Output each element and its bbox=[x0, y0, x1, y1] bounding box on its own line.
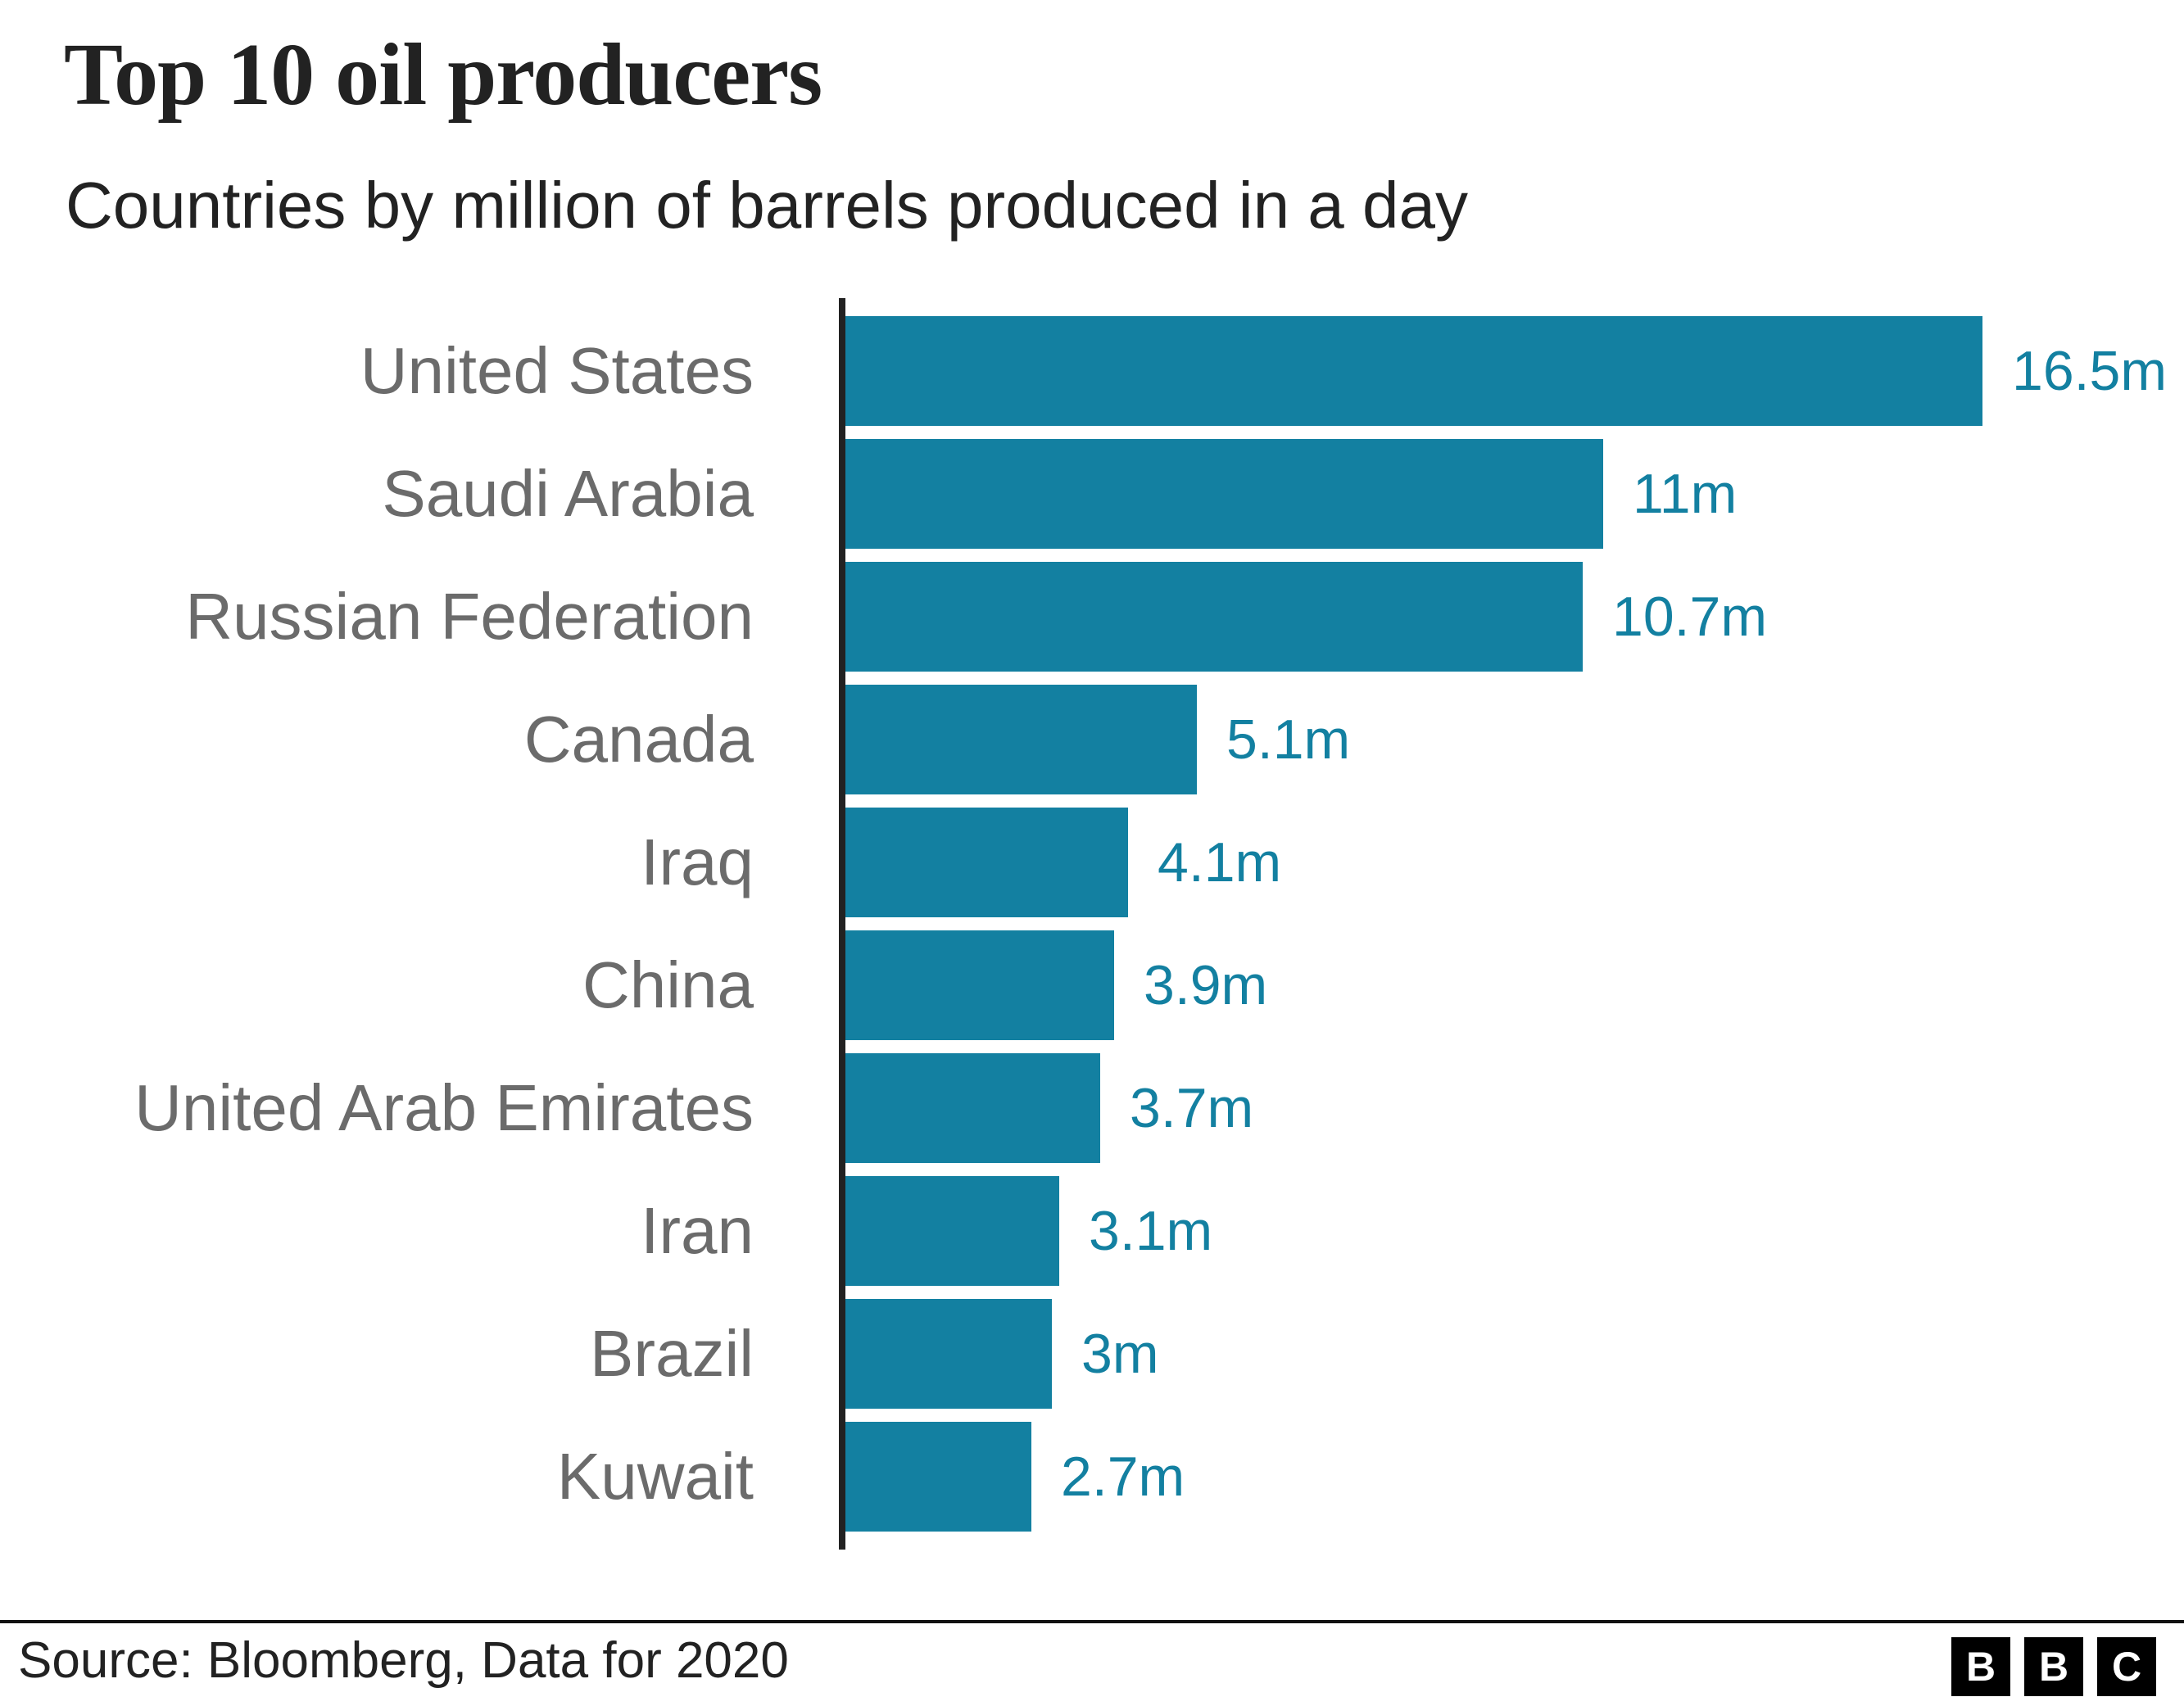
country-label: China bbox=[582, 948, 754, 1021]
country-label: Saudi Arabia bbox=[382, 457, 754, 530]
country-label: Kuwait bbox=[556, 1440, 754, 1513]
country-label: United Arab Emirates bbox=[134, 1071, 754, 1144]
chart-row: Canada 5.1m bbox=[0, 678, 2184, 801]
country-label: Canada bbox=[523, 703, 754, 776]
bar-area: 3.9m bbox=[845, 930, 2184, 1040]
value-label: 3m bbox=[1081, 1323, 1159, 1385]
bar-area: 3.1m bbox=[845, 1176, 2184, 1286]
source-text: Source: Bloomberg, Data for 2020 bbox=[18, 1632, 789, 1689]
chart-row: United Arab Emirates 3.7m bbox=[0, 1047, 2184, 1170]
value-label: 2.7m bbox=[1061, 1446, 1185, 1508]
value-label: 3.1m bbox=[1089, 1200, 1213, 1262]
value-label: 10.7m bbox=[1612, 586, 1767, 648]
bar bbox=[845, 930, 1114, 1040]
bar-chart: United States 16.5m Saudi Arabia 11m Rus… bbox=[0, 298, 2184, 1550]
bar-area: 3m bbox=[845, 1299, 2184, 1409]
bar bbox=[845, 439, 1603, 549]
bbc-logo-square: B bbox=[2024, 1637, 2083, 1696]
chart-row: Iraq 4.1m bbox=[0, 801, 2184, 924]
chart-row: Brazil 3m bbox=[0, 1292, 2184, 1415]
chart-row: Saudi Arabia 11m bbox=[0, 432, 2184, 555]
chart-title: Top 10 oil producers bbox=[64, 26, 822, 124]
bbc-logo-square: B bbox=[1951, 1637, 2010, 1696]
value-label: 3.9m bbox=[1144, 954, 1268, 1016]
value-label: 3.7m bbox=[1130, 1077, 1254, 1139]
y-axis-line bbox=[839, 298, 845, 1550]
bar bbox=[845, 316, 1982, 426]
value-label: 5.1m bbox=[1226, 708, 1351, 771]
country-label: Russian Federation bbox=[185, 580, 754, 653]
bar bbox=[845, 562, 1583, 672]
bar bbox=[845, 808, 1128, 917]
value-label: 4.1m bbox=[1158, 831, 1282, 894]
chart-row: China 3.9m bbox=[0, 924, 2184, 1047]
country-label: Iran bbox=[641, 1194, 754, 1267]
chart-row: Russian Federation 10.7m bbox=[0, 555, 2184, 678]
footer-divider bbox=[0, 1620, 2184, 1623]
chart-subtitle: Countries by million of barrels produced… bbox=[66, 169, 1468, 242]
bar-area: 16.5m bbox=[845, 316, 2184, 426]
bar bbox=[845, 685, 1197, 794]
bar-area: 5.1m bbox=[845, 685, 2184, 794]
bbc-logo-square: C bbox=[2097, 1637, 2156, 1696]
value-label: 11m bbox=[1633, 463, 1738, 525]
bar-area: 2.7m bbox=[845, 1422, 2184, 1532]
chart-row: United States 16.5m bbox=[0, 310, 2184, 432]
bar bbox=[845, 1299, 1052, 1409]
bar-area: 10.7m bbox=[845, 562, 2184, 672]
country-label: Brazil bbox=[589, 1317, 754, 1390]
bar bbox=[845, 1053, 1100, 1163]
chart-rows: United States 16.5m Saudi Arabia 11m Rus… bbox=[0, 310, 2184, 1538]
bar bbox=[845, 1422, 1031, 1532]
country-label: United States bbox=[360, 334, 754, 407]
value-label: 16.5m bbox=[2012, 340, 2167, 402]
country-label: Iraq bbox=[641, 826, 754, 898]
bar-area: 11m bbox=[845, 439, 2184, 549]
chart-row: Kuwait 2.7m bbox=[0, 1415, 2184, 1538]
bar-area: 3.7m bbox=[845, 1053, 2184, 1163]
bar bbox=[845, 1176, 1059, 1286]
bar-area: 4.1m bbox=[845, 808, 2184, 917]
chart-row: Iran 3.1m bbox=[0, 1170, 2184, 1292]
